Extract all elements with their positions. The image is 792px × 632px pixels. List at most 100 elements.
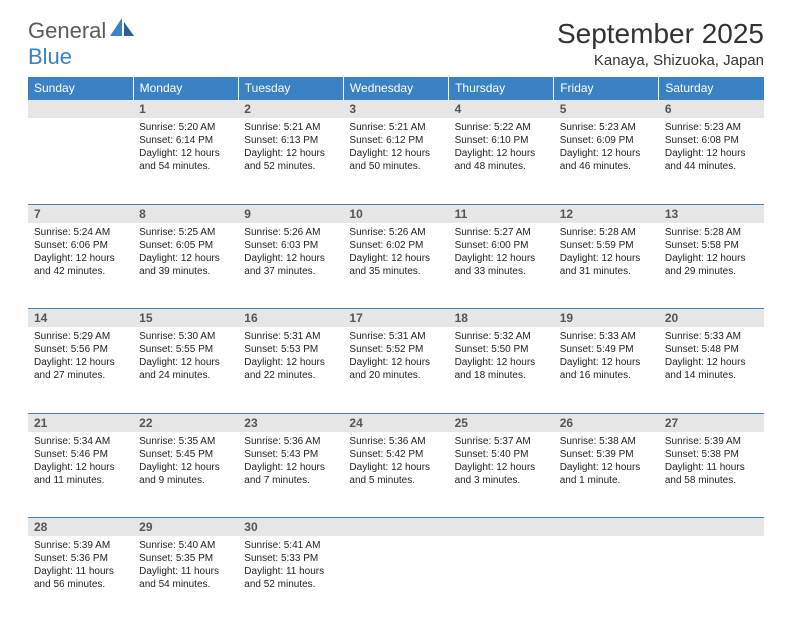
calendar-body: 123456Sunrise: 5:20 AMSunset: 6:14 PMDay… <box>28 100 764 623</box>
day-cell: Sunrise: 5:32 AMSunset: 5:50 PMDaylight:… <box>449 327 554 413</box>
daylight-text: Daylight: 12 hours and 29 minutes. <box>665 252 758 278</box>
sunset-text: Sunset: 5:43 PM <box>244 448 337 461</box>
sunrise-text: Sunrise: 5:39 AM <box>665 435 758 448</box>
sunset-text: Sunset: 5:45 PM <box>139 448 232 461</box>
day-number-cell: 7 <box>28 204 133 223</box>
dow-tuesday: Tuesday <box>238 77 343 100</box>
dow-sunday: Sunday <box>28 77 133 100</box>
day-number-cell: 23 <box>238 413 343 432</box>
page-header: General September 2025 Kanaya, Shizuoka,… <box>28 18 764 69</box>
day-cell-content: Sunrise: 5:23 AMSunset: 6:08 PMDaylight:… <box>659 118 764 186</box>
day-cell: Sunrise: 5:23 AMSunset: 6:08 PMDaylight:… <box>659 118 764 204</box>
sunset-text: Sunset: 5:40 PM <box>455 448 548 461</box>
day-number-cell: 10 <box>343 204 448 223</box>
day-cell <box>343 536 448 622</box>
day-cell-content: Sunrise: 5:34 AMSunset: 5:46 PMDaylight:… <box>28 432 133 500</box>
dow-saturday: Saturday <box>659 77 764 100</box>
sunrise-text: Sunrise: 5:41 AM <box>244 539 337 552</box>
week-row: Sunrise: 5:20 AMSunset: 6:14 PMDaylight:… <box>28 118 764 204</box>
day-cell: Sunrise: 5:37 AMSunset: 5:40 PMDaylight:… <box>449 432 554 518</box>
sunrise-text: Sunrise: 5:23 AM <box>665 121 758 134</box>
dow-wednesday: Wednesday <box>343 77 448 100</box>
daylight-text: Daylight: 12 hours and 11 minutes. <box>34 461 127 487</box>
day-cell-content <box>343 536 448 604</box>
day-cell: Sunrise: 5:21 AMSunset: 6:12 PMDaylight:… <box>343 118 448 204</box>
day-cell-content <box>554 536 659 604</box>
day-number-cell: 20 <box>659 309 764 328</box>
sunrise-text: Sunrise: 5:20 AM <box>139 121 232 134</box>
day-cell: Sunrise: 5:25 AMSunset: 6:05 PMDaylight:… <box>133 223 238 309</box>
day-number-cell: 2 <box>238 100 343 119</box>
day-cell-content: Sunrise: 5:27 AMSunset: 6:00 PMDaylight:… <box>449 223 554 291</box>
dow-thursday: Thursday <box>449 77 554 100</box>
sunrise-text: Sunrise: 5:28 AM <box>560 226 653 239</box>
daynum-row: 78910111213 <box>28 204 764 223</box>
day-cell-content: Sunrise: 5:41 AMSunset: 5:33 PMDaylight:… <box>238 536 343 604</box>
day-cell-content <box>449 536 554 604</box>
daylight-text: Daylight: 11 hours and 58 minutes. <box>665 461 758 487</box>
daylight-text: Daylight: 12 hours and 31 minutes. <box>560 252 653 278</box>
sunrise-text: Sunrise: 5:26 AM <box>244 226 337 239</box>
sunset-text: Sunset: 5:52 PM <box>349 343 442 356</box>
day-cell <box>28 118 133 204</box>
daylight-text: Daylight: 12 hours and 44 minutes. <box>665 147 758 173</box>
day-cell-content: Sunrise: 5:36 AMSunset: 5:42 PMDaylight:… <box>343 432 448 500</box>
day-cell-content: Sunrise: 5:26 AMSunset: 6:02 PMDaylight:… <box>343 223 448 291</box>
week-row: Sunrise: 5:34 AMSunset: 5:46 PMDaylight:… <box>28 432 764 518</box>
daylight-text: Daylight: 12 hours and 22 minutes. <box>244 356 337 382</box>
day-cell: Sunrise: 5:34 AMSunset: 5:46 PMDaylight:… <box>28 432 133 518</box>
sunrise-text: Sunrise: 5:24 AM <box>34 226 127 239</box>
day-number-cell: 27 <box>659 413 764 432</box>
daynum-row: 123456 <box>28 100 764 119</box>
daylight-text: Daylight: 12 hours and 50 minutes. <box>349 147 442 173</box>
sunrise-text: Sunrise: 5:27 AM <box>455 226 548 239</box>
week-row: Sunrise: 5:39 AMSunset: 5:36 PMDaylight:… <box>28 536 764 622</box>
day-cell: Sunrise: 5:20 AMSunset: 6:14 PMDaylight:… <box>133 118 238 204</box>
day-cell-content: Sunrise: 5:35 AMSunset: 5:45 PMDaylight:… <box>133 432 238 500</box>
daynum-row: 21222324252627 <box>28 413 764 432</box>
day-cell-content: Sunrise: 5:21 AMSunset: 6:12 PMDaylight:… <box>343 118 448 186</box>
day-of-week-row: Sunday Monday Tuesday Wednesday Thursday… <box>28 77 764 100</box>
calendar-table: Sunday Monday Tuesday Wednesday Thursday… <box>28 77 764 622</box>
daylight-text: Daylight: 12 hours and 1 minute. <box>560 461 653 487</box>
brand-word-1: General <box>28 18 106 44</box>
day-cell: Sunrise: 5:27 AMSunset: 6:00 PMDaylight:… <box>449 223 554 309</box>
daylight-text: Daylight: 11 hours and 54 minutes. <box>139 565 232 591</box>
sunrise-text: Sunrise: 5:21 AM <box>244 121 337 134</box>
day-cell-content: Sunrise: 5:33 AMSunset: 5:48 PMDaylight:… <box>659 327 764 395</box>
sunrise-text: Sunrise: 5:29 AM <box>34 330 127 343</box>
sunrise-text: Sunrise: 5:40 AM <box>139 539 232 552</box>
sunset-text: Sunset: 5:35 PM <box>139 552 232 565</box>
day-cell: Sunrise: 5:36 AMSunset: 5:43 PMDaylight:… <box>238 432 343 518</box>
day-cell-content: Sunrise: 5:38 AMSunset: 5:39 PMDaylight:… <box>554 432 659 500</box>
day-number-cell: 5 <box>554 100 659 119</box>
sunset-text: Sunset: 5:53 PM <box>244 343 337 356</box>
daynum-row: 282930 <box>28 518 764 537</box>
day-cell: Sunrise: 5:26 AMSunset: 6:02 PMDaylight:… <box>343 223 448 309</box>
day-cell: Sunrise: 5:21 AMSunset: 6:13 PMDaylight:… <box>238 118 343 204</box>
daylight-text: Daylight: 12 hours and 39 minutes. <box>139 252 232 278</box>
day-cell-content: Sunrise: 5:28 AMSunset: 5:58 PMDaylight:… <box>659 223 764 291</box>
week-row: Sunrise: 5:24 AMSunset: 6:06 PM Daylight:… <box>28 223 764 309</box>
day-cell-content: Sunrise: 5:25 AMSunset: 6:05 PMDaylight:… <box>133 223 238 291</box>
day-number-cell: 6 <box>659 100 764 119</box>
sunset-text: Sunset: 5:59 PM <box>560 239 653 252</box>
sunrise-text: Sunrise: 5:34 AM <box>34 435 127 448</box>
day-cell: Sunrise: 5:33 AMSunset: 5:49 PMDaylight:… <box>554 327 659 413</box>
sunset-text: Sunset: 5:58 PM <box>665 239 758 252</box>
brand-word-2: Blue <box>28 44 72 70</box>
day-number-cell: 3 <box>343 100 448 119</box>
day-cell: Sunrise: 5:28 AMSunset: 5:59 PMDaylight:… <box>554 223 659 309</box>
day-cell: Sunrise: 5:31 AMSunset: 5:53 PMDaylight:… <box>238 327 343 413</box>
day-cell-content <box>659 536 764 604</box>
sunset-text: Sunset: 6:06 PM <box>34 239 127 252</box>
sunrise-text: Sunrise: 5:23 AM <box>560 121 653 134</box>
day-cell-content: Sunrise: 5:26 AMSunset: 6:03 PMDaylight:… <box>238 223 343 291</box>
daylight-text: Daylight: 12 hours and 46 minutes. <box>560 147 653 173</box>
day-number-cell: 17 <box>343 309 448 328</box>
sunset-text: Sunset: 5:50 PM <box>455 343 548 356</box>
day-cell: Sunrise: 5:28 AMSunset: 5:58 PMDaylight:… <box>659 223 764 309</box>
day-number-cell <box>449 518 554 537</box>
sunrise-text: Sunrise: 5:39 AM <box>34 539 127 552</box>
day-number-cell: 12 <box>554 204 659 223</box>
